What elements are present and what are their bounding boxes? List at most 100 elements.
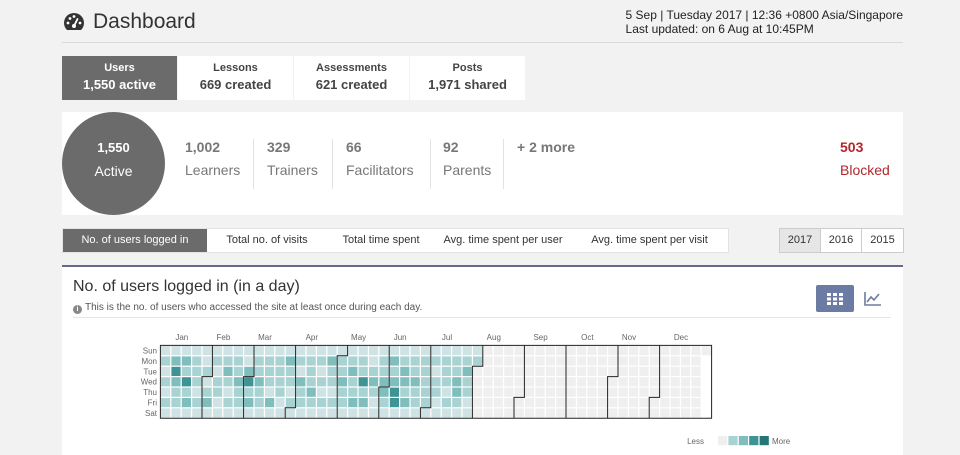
heatmap-cell[interactable] <box>265 398 275 408</box>
heatmap-cell[interactable] <box>358 387 368 397</box>
role-learners[interactable]: 1,002 Learners <box>185 139 240 189</box>
heatmap-cell[interactable] <box>348 346 358 356</box>
heatmap-cell[interactable] <box>327 356 337 366</box>
heatmap-cell[interactable] <box>649 377 659 387</box>
heatmap-cell[interactable] <box>265 387 275 397</box>
heatmap-cell[interactable] <box>566 366 576 376</box>
heatmap-cell[interactable] <box>244 366 254 376</box>
heatmap-cell[interactable] <box>161 408 171 418</box>
heatmap-cell[interactable] <box>223 346 233 356</box>
heatmap-cell[interactable] <box>577 398 587 408</box>
heatmap-cell[interactable] <box>171 408 181 418</box>
heatmap-cell[interactable] <box>223 366 233 376</box>
heatmap-cell[interactable] <box>639 408 649 418</box>
heatmap-cell[interactable] <box>493 398 503 408</box>
heatmap-cell[interactable] <box>462 387 472 397</box>
heatmap-cell[interactable] <box>192 356 202 366</box>
heatmap-cell[interactable] <box>660 408 670 418</box>
heatmap-cell[interactable] <box>358 398 368 408</box>
heatmap-cell[interactable] <box>629 377 639 387</box>
heatmap-cell[interactable] <box>452 346 462 356</box>
heatmap-cell[interactable] <box>452 377 462 387</box>
heatmap-cell[interactable] <box>337 377 347 387</box>
heatmap-cell[interactable] <box>337 387 347 397</box>
heatmap-cell[interactable] <box>545 408 555 418</box>
heatmap-cell[interactable] <box>285 387 295 397</box>
heatmap-cell[interactable] <box>566 398 576 408</box>
heatmap-cell[interactable] <box>192 346 202 356</box>
heatmap-cell[interactable] <box>660 398 670 408</box>
heatmap-cell[interactable] <box>649 356 659 366</box>
heatmap-cell[interactable] <box>254 366 264 376</box>
heatmap-cell[interactable] <box>681 356 691 366</box>
role-more[interactable]: + 2 more <box>517 139 575 189</box>
heatmap-cell[interactable] <box>577 346 587 356</box>
heatmap-cell[interactable] <box>535 366 545 376</box>
heatmap-cell[interactable] <box>369 408 379 418</box>
heatmap-cell[interactable] <box>587 408 597 418</box>
role-facilitators[interactable]: 66 Facilitators <box>346 139 414 189</box>
heatmap-cell[interactable] <box>691 356 701 366</box>
heatmap-cell[interactable] <box>691 346 701 356</box>
heatmap-cell[interactable] <box>389 366 399 376</box>
heatmap-cell[interactable] <box>431 387 441 397</box>
heatmap-cell[interactable] <box>514 346 524 356</box>
heatmap-cell[interactable] <box>296 356 306 366</box>
heatmap-cell[interactable] <box>327 366 337 376</box>
heatmap-cell[interactable] <box>244 356 254 366</box>
heatmap-cell[interactable] <box>587 366 597 376</box>
heatmap-cell[interactable] <box>285 366 295 376</box>
heatmap-cell[interactable] <box>233 377 243 387</box>
heatmap-cell[interactable] <box>649 398 659 408</box>
heatmap-cell[interactable] <box>358 346 368 356</box>
heatmap-cell[interactable] <box>608 366 618 376</box>
heatmap-cell[interactable] <box>545 387 555 397</box>
heatmap-cell[interactable] <box>358 408 368 418</box>
heatmap-cell[interactable] <box>327 387 337 397</box>
heatmap-cell[interactable] <box>681 366 691 376</box>
heatmap-cell[interactable] <box>681 346 691 356</box>
heatmap-cell[interactable] <box>608 387 618 397</box>
heatmap-cell[interactable] <box>618 346 628 356</box>
heatmap-cell[interactable] <box>421 377 431 387</box>
heatmap-cell[interactable] <box>473 346 483 356</box>
heatmap-cell[interactable] <box>244 408 254 418</box>
heatmap-cell[interactable] <box>275 398 285 408</box>
heatmap-cell[interactable] <box>213 346 223 356</box>
heatmap-cell[interactable] <box>348 398 358 408</box>
heatmap-cell[interactable] <box>369 356 379 366</box>
heatmap-cell[interactable] <box>504 346 514 356</box>
heatmap-cell[interactable] <box>577 387 587 397</box>
heatmap-cell[interactable] <box>296 346 306 356</box>
heatmap-cell[interactable] <box>587 387 597 397</box>
heatmap-cell[interactable] <box>587 377 597 387</box>
heatmap-cell[interactable] <box>275 366 285 376</box>
heatmap-cell[interactable] <box>577 408 587 418</box>
heatmap-cell[interactable] <box>348 408 358 418</box>
heatmap-cell[interactable] <box>629 387 639 397</box>
heatmap-cell[interactable] <box>161 398 171 408</box>
heatmap-cell[interactable] <box>608 408 618 418</box>
heatmap-cell[interactable] <box>670 377 680 387</box>
heatmap-cell[interactable] <box>639 377 649 387</box>
heatmap-cell[interactable] <box>400 398 410 408</box>
heatmap-cell[interactable] <box>493 408 503 418</box>
heatmap-cell[interactable] <box>556 346 566 356</box>
heatmap-cell[interactable] <box>244 387 254 397</box>
heatmap-cell[interactable] <box>566 377 576 387</box>
heatmap-cell[interactable] <box>285 377 295 387</box>
heatmap-cell[interactable] <box>556 377 566 387</box>
heatmap-cell[interactable] <box>306 356 316 366</box>
heatmap-cell[interactable] <box>161 366 171 376</box>
heatmap-cell[interactable] <box>369 387 379 397</box>
heatmap-cell[interactable] <box>275 346 285 356</box>
heatmap-cell[interactable] <box>577 356 587 366</box>
heatmap-cell[interactable] <box>566 356 576 366</box>
heatmap-cell[interactable] <box>265 408 275 418</box>
heatmap-cell[interactable] <box>265 366 275 376</box>
heatmap-cell[interactable] <box>389 356 399 366</box>
heatmap-cell[interactable] <box>192 387 202 397</box>
heatmap-cell[interactable] <box>660 377 670 387</box>
heatmap-cell[interactable] <box>608 398 618 408</box>
heatmap-cell[interactable] <box>660 356 670 366</box>
